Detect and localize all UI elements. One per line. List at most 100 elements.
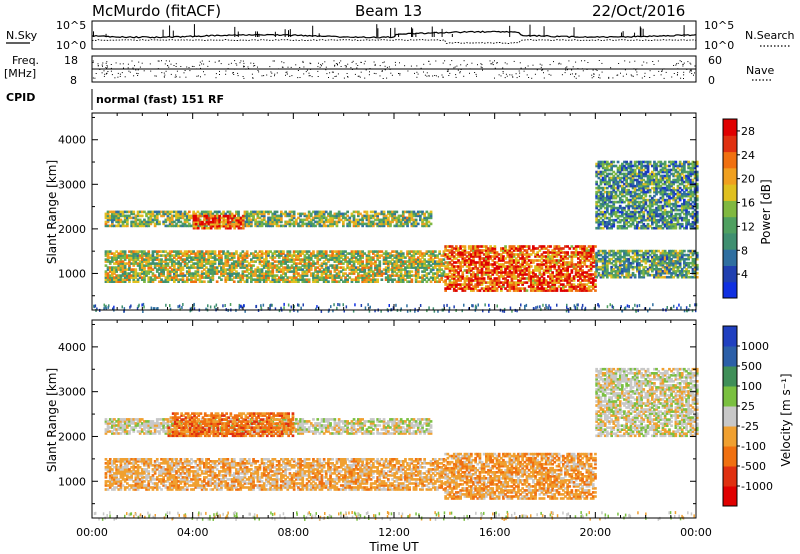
echo-cell — [119, 224, 123, 228]
echo-cell — [295, 218, 298, 222]
echo-cell — [173, 270, 176, 273]
echo-cell — [327, 218, 330, 222]
echo-cell — [406, 266, 409, 269]
echo-cell — [282, 270, 285, 273]
nave-dot — [641, 64, 643, 66]
echo-cell — [342, 254, 345, 257]
echo-cell — [226, 268, 230, 271]
echo-cell — [307, 278, 311, 281]
noise-left-tick-top: 10^5 — [56, 19, 86, 32]
echo-cell — [108, 250, 112, 253]
echo-cell — [194, 220, 198, 224]
echo-cell — [250, 266, 253, 269]
echo-cell — [147, 276, 151, 279]
nave-dot — [492, 64, 494, 66]
nave-dot — [199, 61, 201, 63]
echo-cell — [200, 214, 204, 218]
echo-cell — [363, 272, 367, 275]
nave-dot — [356, 67, 358, 69]
echo-cell — [269, 220, 272, 224]
echo-cell — [395, 268, 399, 271]
echo-cell — [277, 262, 281, 265]
echo-cell — [367, 274, 371, 277]
nave-dot — [635, 69, 637, 71]
echo-cell — [256, 256, 260, 259]
echo-cell — [384, 218, 388, 222]
echo-cell — [128, 216, 131, 220]
echo-cell — [344, 280, 347, 283]
echo-cell — [128, 258, 131, 261]
echo-cell — [183, 224, 187, 228]
echo-cell — [209, 250, 213, 253]
echo-cell — [168, 256, 172, 259]
echo-cell — [106, 256, 110, 259]
echo-cell — [147, 218, 151, 222]
nave-dot — [128, 70, 130, 72]
echo-cell — [173, 268, 176, 271]
echo-cell — [153, 262, 157, 265]
echo-cell — [288, 258, 292, 261]
echo-cell — [361, 260, 364, 263]
echo-cell — [192, 216, 196, 220]
echo-cell — [314, 214, 317, 218]
echo-cell — [357, 262, 360, 265]
echo-cell — [339, 270, 343, 273]
nave-dot — [344, 65, 346, 67]
echo-cell — [218, 218, 221, 222]
noise-spikes — [93, 24, 685, 37]
echo-cell — [374, 268, 377, 271]
echo-cell — [226, 210, 230, 214]
echo-cell — [173, 274, 176, 277]
echo-cell — [275, 216, 279, 220]
echo-cell — [190, 276, 193, 279]
echo-cell — [162, 274, 165, 277]
echo-cell — [275, 270, 279, 273]
echo-cell — [147, 260, 151, 263]
echo-cell — [359, 276, 362, 279]
echo-cell — [309, 222, 313, 226]
echo-cell — [170, 262, 174, 265]
echo-cell — [292, 266, 296, 269]
echo-cell — [170, 258, 174, 261]
echo-cell — [188, 222, 191, 226]
nave-dot — [644, 72, 646, 74]
echo-cell — [203, 224, 206, 228]
echo-cell — [247, 212, 251, 216]
echo-cell — [241, 278, 245, 281]
echo-cell — [173, 266, 176, 269]
echo-cell — [282, 276, 285, 279]
echo-cell — [374, 212, 377, 216]
echo-cell — [128, 214, 131, 218]
echo-cell — [393, 214, 397, 218]
echo-cell — [104, 222, 108, 226]
nave-dot — [683, 71, 685, 73]
echo-cell — [346, 262, 349, 265]
echo-cell — [151, 268, 155, 271]
echo-cell — [119, 274, 123, 277]
echo-cell — [106, 218, 110, 222]
echo-cell — [301, 224, 305, 228]
echo-cell — [196, 218, 200, 222]
echo-cell — [243, 252, 247, 255]
echo-cell — [119, 214, 123, 218]
echo-cell — [254, 270, 257, 273]
echo-cell — [314, 276, 317, 279]
echo-cell — [342, 250, 345, 253]
echo-cell — [250, 270, 253, 273]
echo-cell — [123, 270, 127, 273]
echo-cell — [104, 250, 108, 253]
echo-cell — [115, 270, 118, 273]
nave-dot — [208, 60, 210, 62]
echo-cell — [399, 220, 403, 224]
echo-cell — [149, 262, 153, 265]
echo-cell — [262, 272, 266, 275]
echo-cell — [216, 214, 219, 218]
echo-cell — [277, 250, 281, 253]
echo-cell — [404, 256, 407, 259]
echo-cell — [235, 276, 238, 279]
nave-dot — [92, 62, 94, 63]
echo-cell — [365, 264, 369, 267]
echo-cell — [130, 222, 133, 226]
echo-cell — [395, 252, 399, 255]
echo-cell — [185, 256, 189, 259]
